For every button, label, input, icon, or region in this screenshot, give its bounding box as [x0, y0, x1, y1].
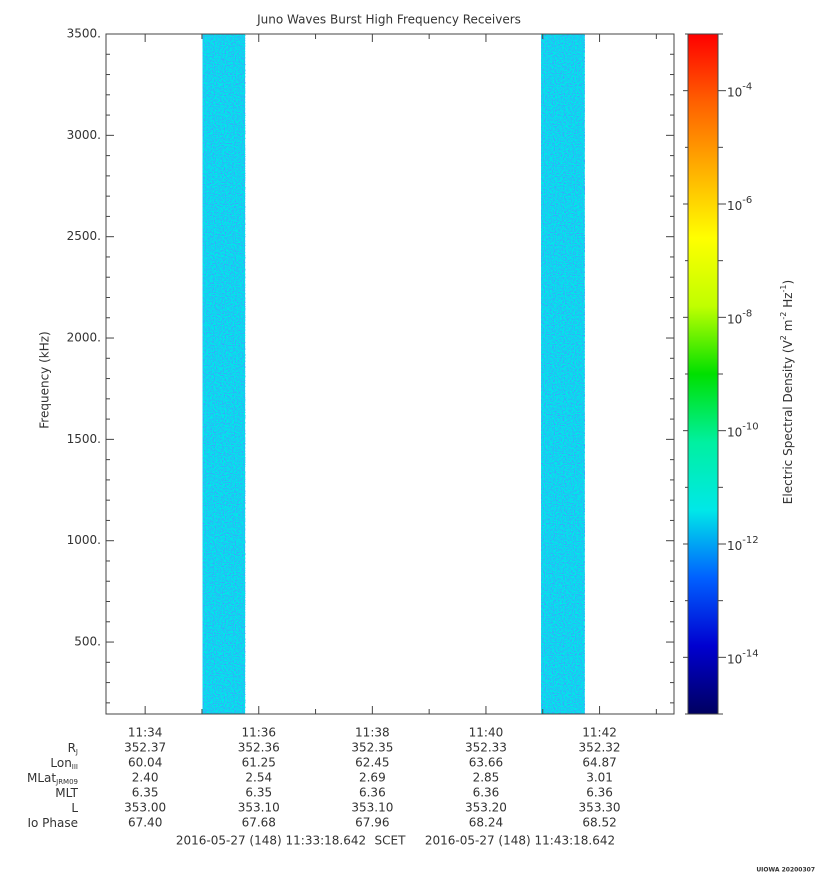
x-tick-label: 11:36 — [241, 726, 276, 740]
colorbar-tick-exponent: -12 — [742, 535, 758, 546]
colorbar-label-sup: 2 — [779, 335, 788, 340]
ephemeris-label-sub: J — [75, 748, 78, 756]
y-tick-label: 3500. — [67, 27, 101, 41]
ephemeris-value: 352.37 — [124, 741, 166, 755]
burst-texture — [541, 34, 585, 714]
colorbar-label: Electric Spectral Density (V2 m-2 Hz-1) — [779, 280, 795, 504]
colorbar-label-text: Hz — [781, 292, 795, 311]
ephemeris-label-text: Io Phase — [27, 816, 78, 830]
y-tick-label: 1500. — [67, 432, 101, 446]
ephemeris-label-text: L — [71, 801, 78, 815]
x-tick-label: 11:40 — [469, 726, 504, 740]
colorbar-tick-exponent: -14 — [742, 648, 758, 659]
ephemeris-value: 62.45 — [355, 756, 389, 770]
ephemeris-value: 64.87 — [582, 756, 616, 770]
colorbar-label-text: Electric Spectral Density (V — [781, 339, 795, 504]
x-tick-label: 11:42 — [582, 726, 617, 740]
colorbar-label-text: m — [781, 320, 795, 336]
colorbar-tick-exponent: -10 — [742, 422, 758, 433]
ephemeris-label-text: R — [68, 741, 76, 755]
colorbar-tick-base: 10 — [727, 539, 742, 553]
ephemeris-value: 352.33 — [465, 741, 507, 755]
chart-title: Juno Waves Burst High Frequency Receiver… — [256, 13, 521, 27]
ephemeris-value: 61.25 — [242, 756, 276, 770]
ephemeris-value: 60.04 — [128, 756, 162, 770]
ephemeris-label-sub: JRM09 — [55, 778, 78, 786]
ephemeris-label: L — [71, 801, 78, 815]
ephemeris-value: 6.35 — [132, 786, 159, 800]
ephemeris-value: 67.68 — [242, 816, 276, 830]
ephemeris-value: 353.10 — [238, 801, 280, 815]
ephemeris-label-text: MLat — [27, 771, 56, 785]
y-tick-label: 500. — [74, 635, 101, 649]
y-tick-label: 2000. — [67, 331, 101, 345]
ephemeris-value: 353.00 — [124, 801, 166, 815]
colorbar-tick-base: 10 — [727, 85, 742, 99]
ephemeris-label-text: MLT — [55, 786, 78, 800]
ephemeris-label-sub: III — [72, 763, 78, 771]
burst-texture — [202, 34, 246, 714]
ephemeris-value: 68.52 — [582, 816, 616, 830]
y-axis-label: Frequency (kHz) — [38, 331, 52, 428]
ephemeris-value: 68.24 — [469, 816, 503, 830]
colorbar — [687, 33, 719, 715]
time-system: SCET — [375, 834, 407, 848]
start-time: 2016-05-27 (148) 11:33:18.642 — [176, 834, 366, 848]
ephemeris-label: RJ — [68, 741, 78, 757]
ephemeris-label: Io Phase — [27, 816, 78, 830]
ephemeris-value: 2.85 — [473, 771, 500, 785]
ephemeris-value: 353.20 — [465, 801, 507, 815]
x-tick-label: 11:38 — [355, 726, 390, 740]
colorbar-label-text: ) — [781, 280, 795, 285]
colorbar-tick-exponent: -8 — [742, 308, 752, 319]
ephemeris-label: MLatJRM09 — [27, 771, 78, 787]
credit: UIOWA 20200307 — [756, 867, 815, 874]
colorbar-tick-base: 10 — [727, 652, 742, 666]
colorbar-tick-exponent: -4 — [742, 82, 752, 93]
colorbar-tick-base: 10 — [727, 312, 742, 326]
colorbar-tick-label: 10-12 — [727, 535, 759, 553]
colorbar-tick-label: 10-6 — [727, 195, 752, 213]
ephemeris-value: 352.36 — [238, 741, 280, 755]
ephemeris-label: LonIII — [50, 756, 78, 772]
ephemeris-value: 6.36 — [359, 786, 386, 800]
ephemeris-value: 352.32 — [579, 741, 621, 755]
ephemeris-label-text: Lon — [50, 756, 71, 770]
x-tick-label: 11:34 — [128, 726, 163, 740]
y-tick-label: 1000. — [67, 533, 101, 547]
ephemeris-value: 2.69 — [359, 771, 386, 785]
y-tick-label: 3000. — [67, 128, 101, 142]
plot-frame — [105, 33, 675, 715]
ephemeris-value: 2.40 — [132, 771, 159, 785]
ephemeris-value: 6.36 — [473, 786, 500, 800]
colorbar-tick-label: 10-8 — [727, 308, 752, 326]
colorbar-label-sup: -1 — [779, 285, 788, 293]
ephemeris-value: 6.36 — [586, 786, 613, 800]
ephemeris-value: 353.10 — [351, 801, 393, 815]
colorbar-tick-label: 10-14 — [727, 648, 759, 666]
ephemeris-value: 63.66 — [469, 756, 503, 770]
ephemeris-value: 67.96 — [355, 816, 389, 830]
colorbar-tick-base: 10 — [727, 199, 742, 213]
ephemeris-value: 2.54 — [245, 771, 272, 785]
ephemeris-value: 3.01 — [586, 771, 613, 785]
ephemeris-value: 6.35 — [245, 786, 272, 800]
ephemeris-label: MLT — [55, 786, 78, 800]
colorbar-tick-base: 10 — [727, 425, 742, 439]
y-tick-label: 2500. — [67, 229, 101, 243]
ephemeris-value: 67.40 — [128, 816, 162, 830]
colorbar-label-sup: -2 — [779, 312, 788, 320]
ephemeris-value: 352.35 — [351, 741, 393, 755]
colorbar-tick-exponent: -6 — [742, 195, 752, 206]
colorbar-tick-label: 10-10 — [727, 422, 759, 440]
end-time: 2016-05-27 (148) 11:43:18.642 — [425, 834, 615, 848]
ephemeris-value: 353.30 — [579, 801, 621, 815]
colorbar-tick-label: 10-4 — [727, 82, 752, 100]
